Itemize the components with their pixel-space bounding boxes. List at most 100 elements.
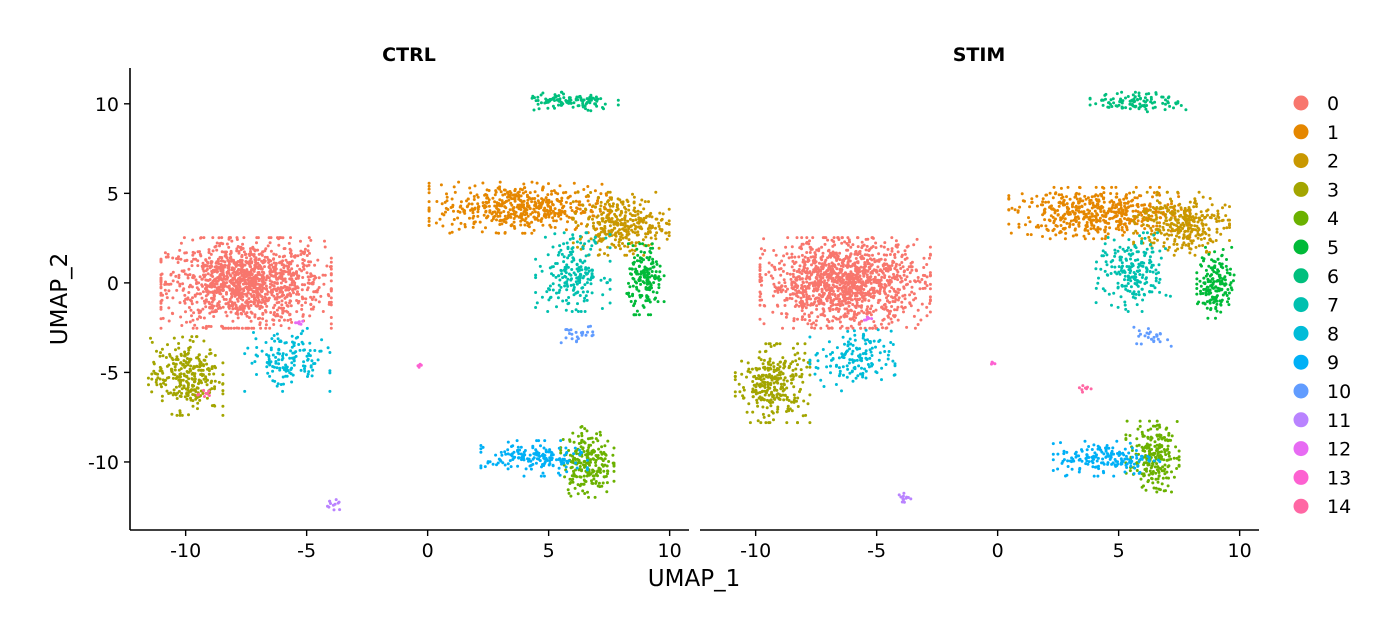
scatter-point: [551, 288, 555, 292]
scatter-point: [255, 287, 259, 290]
scatter-point: [640, 257, 644, 261]
scatter-point: [549, 98, 553, 101]
scatter-point: [800, 283, 804, 287]
scatter-point: [540, 197, 544, 201]
scatter-point: [261, 298, 264, 302]
scatter-point: [272, 306, 275, 310]
scatter-point: [281, 375, 285, 379]
scatter-point: [207, 324, 211, 328]
scatter-point: [645, 214, 649, 218]
scatter-point: [890, 276, 894, 280]
scatter-point: [603, 202, 607, 206]
scatter-point: [163, 283, 167, 286]
scatter-point: [562, 231, 566, 235]
scatter-point: [201, 363, 205, 367]
scatter-point: [550, 458, 554, 462]
scatter-point: [438, 217, 442, 221]
scatter-point: [800, 277, 804, 281]
scatter-point: [876, 290, 880, 294]
scatter-point: [879, 322, 883, 326]
scatter-point: [849, 245, 853, 249]
scatter-point: [793, 255, 797, 259]
scatter-point: [253, 315, 257, 319]
scatter-point: [819, 313, 823, 317]
scatter-point: [236, 316, 240, 320]
scatter-point: [600, 217, 604, 221]
scatter-point: [217, 262, 221, 266]
scatter-point: [193, 323, 197, 327]
scatter-point: [916, 279, 920, 283]
scatter-point: [591, 333, 595, 337]
scatter-point: [238, 288, 242, 292]
scatter-point: [816, 279, 820, 283]
scatter-point: [462, 210, 466, 214]
scatter-point: [328, 389, 332, 393]
scatter-point: [280, 303, 284, 307]
scatter-point: [247, 297, 251, 301]
scatter-point: [204, 294, 208, 298]
scatter-point: [608, 287, 612, 291]
scatter-point: [916, 276, 920, 279]
scatter-point: [584, 254, 588, 258]
scatter-point: [585, 429, 589, 433]
scatter-point: [246, 303, 250, 306]
scatter-point: [235, 310, 239, 314]
scatter-point: [164, 292, 168, 296]
scatter-point: [235, 293, 239, 297]
scatter-point: [297, 343, 301, 346]
scatter-point: [211, 275, 215, 278]
scatter-point: [214, 261, 218, 265]
scatter-point: [275, 292, 279, 296]
scatter-point: [194, 278, 198, 282]
scatter-point: [783, 281, 787, 285]
scatter-point: [627, 238, 631, 242]
scatter-point: [498, 211, 502, 215]
scatter-point: [262, 270, 265, 274]
scatter-point: [240, 261, 244, 265]
scatter-point: [872, 294, 876, 298]
scatter-point: [271, 365, 275, 368]
scatter-point: [900, 305, 904, 309]
scatter-point: [556, 296, 560, 300]
scatter-point: [599, 433, 602, 437]
scatter-point: [788, 272, 792, 276]
scatter-point: [549, 453, 553, 457]
scatter-point: [296, 264, 299, 268]
scatter-point: [177, 346, 181, 350]
scatter-point: [890, 320, 894, 324]
scatter-point: [503, 188, 507, 192]
scatter-point: [794, 283, 798, 287]
scatter-point: [797, 255, 801, 259]
scatter-point: [843, 307, 847, 311]
scatter-point: [619, 247, 622, 251]
scatter-point: [592, 221, 595, 225]
scatter-point: [551, 265, 555, 269]
scatter-point: [590, 210, 594, 214]
scatter-point: [488, 210, 492, 214]
scatter-point: [269, 360, 273, 364]
scatter-point: [845, 296, 849, 300]
scatter-point: [890, 236, 894, 240]
scatter-point: [842, 284, 846, 288]
scatter-point: [273, 311, 276, 314]
scatter-point: [254, 281, 258, 284]
scatter-point: [512, 217, 516, 220]
scatter-point: [845, 326, 849, 330]
scatter-point: [535, 181, 539, 185]
scatter-point: [312, 295, 316, 299]
scatter-point: [262, 260, 266, 264]
scatter-point: [803, 318, 807, 322]
scatter-point: [306, 286, 310, 290]
scatter-point: [152, 360, 156, 364]
scatter-point: [265, 353, 269, 357]
scatter-point: [570, 337, 574, 341]
scatter-point: [526, 214, 530, 218]
scatter-point: [584, 294, 588, 298]
scatter-point: [783, 298, 787, 302]
scatter-point: [212, 296, 216, 300]
y-tick-label: -5: [100, 362, 119, 384]
scatter-point: [159, 382, 163, 386]
scatter-point: [598, 207, 602, 211]
scatter-point: [562, 242, 566, 246]
scatter-point: [591, 469, 595, 473]
